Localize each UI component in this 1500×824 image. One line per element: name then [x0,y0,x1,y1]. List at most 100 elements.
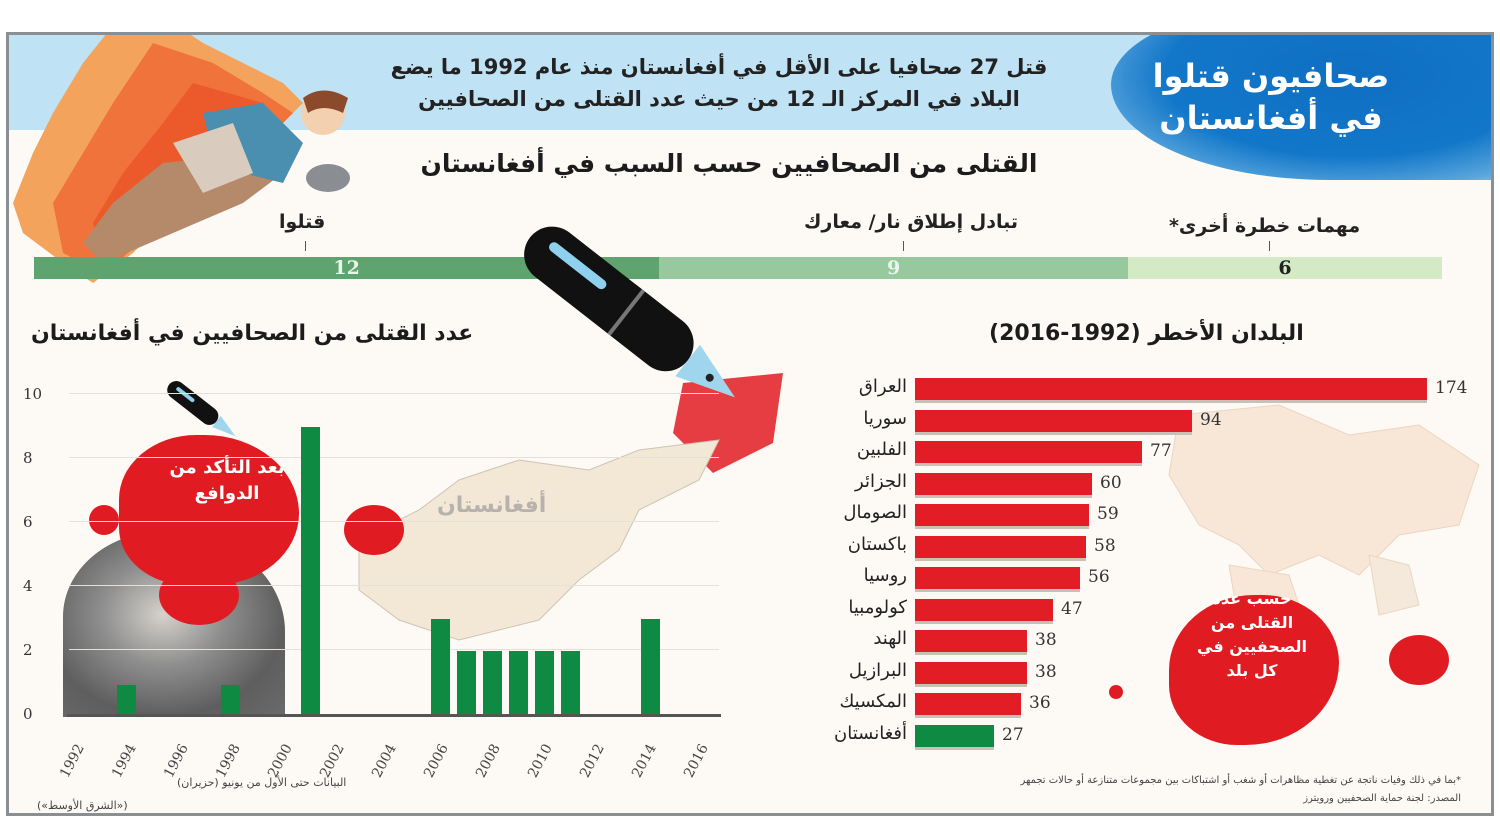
blood-splat [159,565,239,625]
subtitle-line-1: قتل 27 صحافيا على الأقل في أفغانستان منذ… [390,55,1048,79]
bar-2006 [431,619,450,715]
cause-label-crossfire: تبادل إطلاق نار/ معارك [804,211,1019,233]
cause-tick-dangerous [1269,241,1270,251]
country-label: المكسيك [839,691,908,712]
afghanistan-map [358,439,720,641]
country-value: 60 [1100,472,1122,493]
country-bar [915,693,1021,715]
y-tick-10: 10 [23,385,43,403]
country-value: 58 [1094,535,1116,556]
gridline [69,585,719,586]
country-label: الفلبين [856,439,907,460]
x-tick-2010: 2010 [525,741,556,781]
cause-segment-dangerous: 6 [1128,257,1442,279]
country-value: 36 [1029,693,1051,713]
y-tick-6: 6 [23,513,33,531]
country-bar [915,630,1027,652]
cause-value-killed: 12 [333,257,360,279]
country-bar [915,567,1080,589]
x-tick-1996: 1996 [161,741,192,781]
x-tick-1994: 1994 [109,741,140,781]
country-value: 47 [1061,598,1083,619]
country-bar [915,504,1089,526]
country-label: روسيا [863,565,907,586]
x-tick-2000: 2000 [265,741,296,781]
blood-splat [1109,685,1123,699]
x-tick-2002: 2002 [317,741,348,781]
bar-2001 [301,427,320,715]
gridline [69,649,719,650]
country-bar [915,724,994,747]
subtitle: قتل 27 صحافيا على الأقل في أفغانستان منذ… [349,51,1089,115]
blood-splat [89,505,119,535]
cause-value-crossfire: 9 [886,257,901,279]
cause-label-dangerous: مهمات خطرة أخرى* [1169,215,1361,237]
bar-2009 [509,651,528,715]
afghanistan-map-label: أفغانستان [437,493,547,518]
country-label: البرازيل [848,659,907,681]
cause-value-dangerous: 6 [1278,257,1292,279]
cause-tick-crossfire [903,241,904,251]
source: المصدر: لجنة حماية الصحفيين ورويترز [1303,793,1461,804]
footnote: *بما في ذلك وفيات ناتجة عن تغطية مظاهرات… [1020,775,1461,786]
bar-2011 [561,651,580,715]
country-bar [915,441,1142,463]
blood-splat [1169,595,1339,745]
gridline [69,393,719,394]
blood-splat [344,505,404,555]
country-label: الصومال [843,502,907,523]
country-value: 56 [1088,567,1110,587]
blood-splat [1389,635,1449,685]
country-label: الجزائر [855,470,907,492]
gridline [69,521,719,522]
country-bar [915,472,1092,495]
x-tick-2004: 2004 [369,741,400,781]
y-tick-2: 2 [23,641,33,659]
infographic-frame: صحافيون قتلوا في أفغانستان قتل 27 صحافيا… [6,32,1494,816]
country-value: 77 [1150,441,1172,461]
journalist-illustration [13,35,350,283]
bar-2007 [457,651,476,715]
bar-1994 [117,685,136,715]
country-value: 59 [1097,504,1119,524]
x-tick-1998: 1998 [213,741,244,781]
x-tick-2014: 2014 [629,741,660,781]
x-tick-2006: 2006 [421,741,452,781]
x-tick-2016: 2016 [681,741,712,781]
countries-chart-title: البلدان الأخطر (1992-2016) [989,321,1304,346]
country-value: 38 [1035,630,1057,650]
afghanistan-chart-title: عدد القتلى من الصحافيين في أفغانستان [31,321,474,346]
bar-2010 [535,651,554,715]
credit: («الشرق الأوسط») [37,799,128,812]
y-tick-0: 0 [23,705,33,723]
country-value: 94 [1200,409,1222,430]
blood-splat [119,435,299,585]
country-value: 27 [1002,724,1024,745]
world-map-background [1168,404,1480,666]
data-note: البيانات حتى الأول من يونيو (حزيران) [177,776,347,789]
x-axis-baseline [67,714,721,717]
cause-label-killed: قتلوا [279,211,326,233]
country-value: 174 [1435,378,1468,398]
country-bar [915,409,1192,432]
afghanistan-annotation: بعد التأكد من الدوافع [169,457,285,504]
x-tick-2008: 2008 [473,741,504,781]
y-tick-8: 8 [23,449,33,467]
countries-annotation: حسب عدد القتلى من الصحفيين في كل بلد [1197,589,1307,680]
gridline [69,457,719,458]
cause-section-title: القتلى من الصحافيين حسب السبب في أفغانست… [420,149,1038,178]
small-pen-icon [167,381,236,437]
cause-tick-killed [305,241,306,251]
country-label: العراق [858,376,907,397]
cause-stacked-bar: 12 9 6 [34,257,1442,279]
country-bar [915,661,1027,684]
x-tick-2012: 2012 [577,741,608,781]
country-value: 38 [1035,661,1057,682]
main-title: صحافيون قتلوا في أفغانستان [1152,57,1390,137]
bar-2008 [483,651,502,715]
country-label: أفغانستان [834,722,907,744]
country-bar [915,378,1427,400]
bar-1998 [221,685,240,715]
country-bar [915,535,1086,558]
subtitle-line-2: البلاد في المركز الـ 12 من حيث عدد القتل… [418,87,1020,111]
